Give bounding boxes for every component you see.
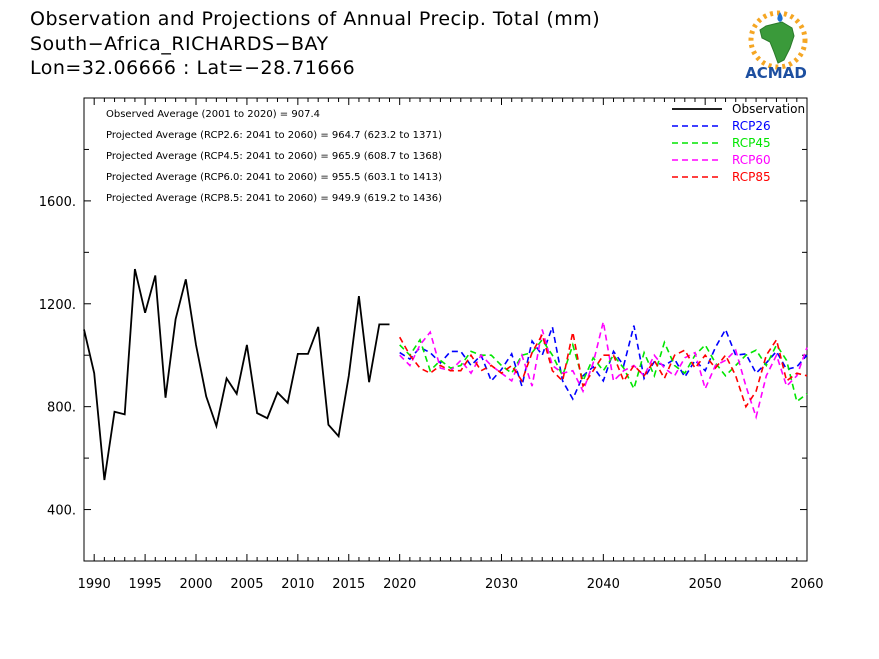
legend: Observation RCP26 RCP45 RCP60 RCP85 — [672, 102, 805, 184]
acmad-logo-text: ACMAD — [745, 64, 807, 82]
acmad-logo-icon — [748, 10, 808, 70]
annotation-line: Observed Average (2001 to 2020) = 907.4 — [106, 109, 320, 120]
annotations: Observed Average (2001 to 2020) = 907.4 P… — [106, 109, 442, 204]
x-tick-label: 2005 — [230, 577, 263, 592]
y-tick-label: 1200. — [39, 298, 76, 313]
annotation-line: Projected Average (RCP4.5: 2041 to 2060)… — [106, 151, 442, 162]
x-axis-labels: 1990 1995 2000 2005 2010 2015 2020 2030 2040 2050… — [78, 577, 824, 592]
y-tick-label: 1600. — [39, 195, 76, 210]
x-tick-label: 2000 — [179, 577, 212, 592]
legend-label-rcp85: RCP85 — [732, 170, 771, 184]
x-tick-label: 2030 — [485, 577, 518, 592]
y-tick-label: 400. — [47, 504, 76, 519]
chart-title: Observation and Projections of Annual Pr… — [30, 8, 601, 30]
x-tick-label: 2020 — [383, 577, 416, 592]
x-tick-label: 2040 — [587, 577, 620, 592]
station-name: South−Africa_RICHARDS−BAY — [30, 33, 329, 55]
series-rcp60 — [399, 321, 808, 420]
x-tick-label: 2010 — [281, 577, 314, 592]
series-layer — [83, 268, 808, 481]
x-tick-label: 1995 — [129, 577, 162, 592]
plot-frame — [83, 97, 808, 562]
annotation-line: Projected Average (RCP8.5: 2041 to 2060)… — [106, 193, 442, 204]
station-coordinates: Lon=32.06666 : Lat=−28.71666 — [30, 57, 356, 79]
annotation-line: Projected Average (RCP2.6: 2041 to 2060)… — [106, 130, 442, 141]
annotation-line: Projected Average (RCP6.0: 2041 to 2060)… — [106, 172, 442, 183]
x-tick-label: 2015 — [332, 577, 365, 592]
legend-label-rcp60: RCP60 — [732, 153, 771, 167]
legend-label-rcp45: RCP45 — [732, 136, 771, 150]
x-tick-label: 1990 — [78, 577, 111, 592]
legend-label-observation: Observation — [732, 102, 805, 116]
series-observation — [83, 268, 390, 481]
legend-label-rcp26: RCP26 — [732, 119, 771, 133]
series-rcp85 — [399, 331, 808, 409]
y-tick-label: 800. — [47, 401, 76, 416]
axis-ticks — [84, 98, 808, 562]
x-tick-label: 2050 — [689, 577, 722, 592]
x-tick-label: 2060 — [790, 577, 823, 592]
series-rcp26 — [399, 323, 808, 401]
y-axis-labels: 400. 800. 1200. 1600. — [39, 195, 76, 519]
